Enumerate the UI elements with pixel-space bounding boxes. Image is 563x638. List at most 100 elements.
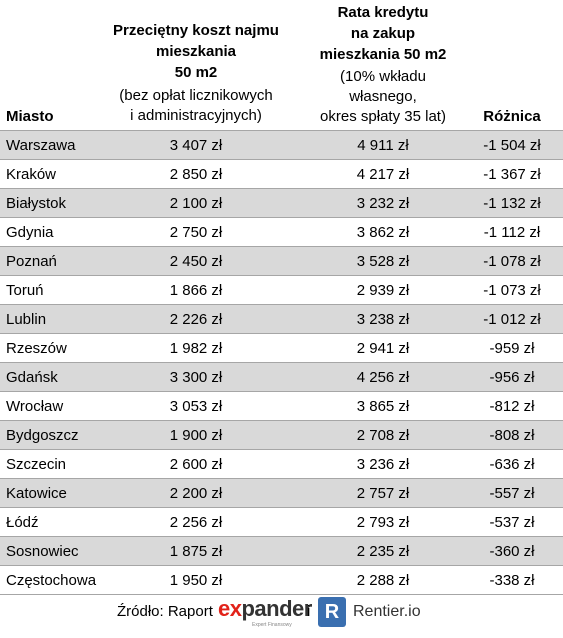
cell: -956 zł — [489, 369, 535, 386]
table-row — [0, 218, 563, 247]
cell: 3 238 zł — [356, 311, 410, 328]
cell: -1 367 zł — [483, 166, 541, 183]
cell: -1 012 zł — [483, 311, 541, 328]
header-rent-note: (bez opłat licznikowych — [119, 87, 273, 104]
expander-logo: expander — [218, 596, 312, 622]
table-row — [0, 247, 563, 276]
cell: -1 504 zł — [483, 137, 541, 154]
cell: Rzeszów — [6, 340, 67, 357]
cell: Lublin — [6, 311, 47, 328]
header-loan-note: okres spłaty 35 lat) — [320, 108, 446, 125]
table-row — [0, 334, 563, 363]
cell: 2 288 zł — [356, 572, 410, 589]
cell: Gdynia — [6, 224, 54, 241]
table-row — [0, 479, 563, 508]
cell: -360 zł — [489, 543, 535, 560]
cell: -636 zł — [489, 456, 535, 473]
cell: 3 865 zł — [356, 398, 410, 415]
table-row — [0, 450, 563, 479]
header-loan: na zakup — [350, 25, 416, 42]
cell: 1 900 zł — [169, 427, 223, 444]
cell: 3 528 zł — [356, 253, 410, 270]
header-rent-note: i administracyjnych) — [130, 107, 262, 124]
cell: 1 875 zł — [169, 543, 223, 560]
cell: Łódź — [6, 514, 39, 531]
header-rule — [0, 130, 563, 131]
cell: 2 235 zł — [356, 543, 410, 560]
cell: 2 941 zł — [356, 340, 410, 357]
cell: Częstochowa — [6, 572, 97, 589]
table-row — [0, 363, 563, 392]
cell: 2 200 zł — [169, 485, 223, 502]
table-row — [0, 537, 563, 566]
cell: 2 793 zł — [356, 514, 410, 531]
cell: Bydgoszcz — [6, 427, 79, 444]
header-loan: Rata kredytu — [337, 4, 429, 21]
cell: Warszawa — [6, 137, 76, 154]
cell: 3 053 zł — [169, 398, 223, 415]
cell: -808 zł — [489, 427, 535, 444]
cell: Szczecin — [6, 456, 67, 473]
cell: 3 232 zł — [356, 195, 410, 212]
cell: -1 132 zł — [483, 195, 541, 212]
cell: Katowice — [6, 485, 67, 502]
cell: 1 866 zł — [169, 282, 223, 299]
cell: Kraków — [6, 166, 57, 183]
cell: -338 zł — [489, 572, 535, 589]
cell: Wrocław — [6, 398, 64, 415]
cell: 4 256 zł — [356, 369, 410, 386]
table-row — [0, 160, 563, 189]
cell: 3 862 zł — [356, 224, 410, 241]
header-city: Miasto — [6, 108, 54, 125]
table-row — [0, 131, 563, 160]
table-row — [0, 276, 563, 305]
cell: Sosnowiec — [6, 543, 79, 560]
cell: 2 256 zł — [169, 514, 223, 531]
cell: -1 073 zł — [483, 282, 541, 299]
cell: 2 600 zł — [169, 456, 223, 473]
logo-accent: ex — [218, 596, 242, 621]
source: Źródło: Raport — [117, 603, 213, 620]
cell: 4 217 zł — [356, 166, 410, 183]
table-row — [0, 305, 563, 334]
cell: 3 300 zł — [169, 369, 223, 386]
header-rent: mieszkania — [155, 43, 237, 60]
table-row — [0, 392, 563, 421]
table-row — [0, 508, 563, 537]
cell: 2 226 zł — [169, 311, 223, 328]
cell: 2 750 zł — [169, 224, 223, 241]
cell: -537 zł — [489, 514, 535, 531]
cell: Poznań — [6, 253, 57, 270]
header-loan: mieszkania 50 m2 — [319, 46, 447, 63]
cell: 2 450 zł — [169, 253, 223, 270]
cell: 2 939 zł — [356, 282, 410, 299]
header-diff: Różnica — [483, 108, 541, 125]
header-loan-note: własnego, — [349, 88, 417, 105]
cell: Gdańsk — [6, 369, 58, 386]
cell: -959 zł — [489, 340, 535, 357]
rentier-icon: R — [318, 597, 346, 627]
logo-rest: pander — [241, 596, 312, 621]
cell: Toruń — [6, 282, 44, 299]
cell: 1 950 zł — [169, 572, 223, 589]
cell: 3 236 zł — [356, 456, 410, 473]
header-rent: Przeciętny koszt najmu — [113, 22, 279, 39]
cell: -812 zł — [489, 398, 535, 415]
cell: 2 757 zł — [356, 485, 410, 502]
cell: -1 078 zł — [483, 253, 541, 270]
cell: 2 708 zł — [356, 427, 410, 444]
logo-tagline: Expert Finansowy — [252, 622, 292, 628]
header-rent: 50 m2 — [174, 64, 218, 81]
table-row — [0, 189, 563, 218]
cell: Białystok — [6, 195, 67, 212]
cell: 1 982 zł — [169, 340, 223, 357]
cell: -1 112 zł — [483, 224, 541, 241]
cell: 4 911 zł — [357, 137, 409, 154]
cell: 2 850 zł — [169, 166, 223, 183]
table-row — [0, 421, 563, 450]
cell: 3 407 zł — [169, 137, 223, 154]
table-row — [0, 566, 563, 595]
header-loan-note: (10% wkładu — [340, 68, 426, 85]
rentier-name: Rentier.io — [353, 603, 421, 620]
